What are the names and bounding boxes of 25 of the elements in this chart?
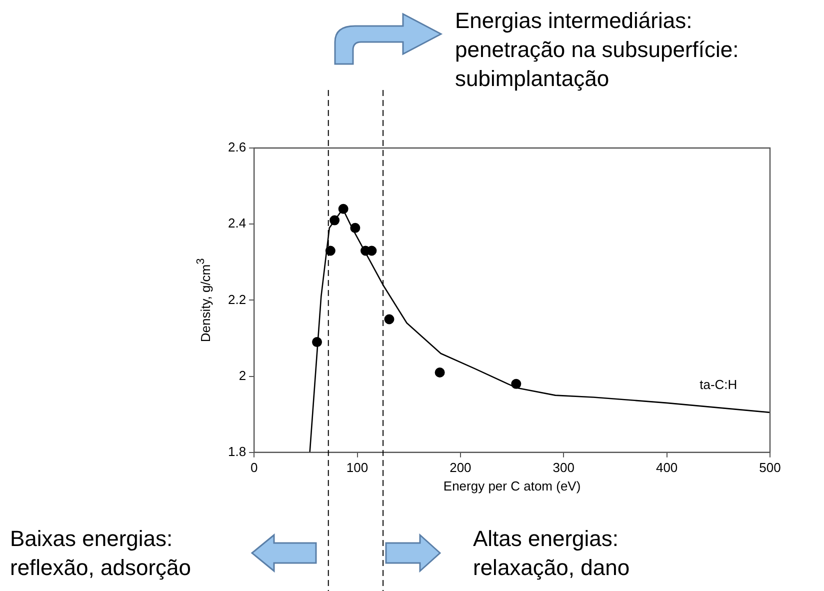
point	[312, 337, 322, 348]
x-tick-label: 100	[346, 460, 368, 475]
point	[350, 222, 360, 233]
x-tick-label: 500	[759, 460, 781, 475]
text: Altas energias: relaxação, dano	[473, 526, 630, 580]
y-tick-label: 2	[238, 368, 246, 383]
x-tick-label: 200	[450, 460, 472, 475]
x-axis-title: Energy per C atom (eV)	[443, 478, 581, 494]
text: Baixas energias: reflexão, adsorção	[10, 526, 191, 580]
x-tick-label: 300	[552, 460, 574, 475]
point	[511, 378, 522, 389]
y-tick-label: 2.4	[228, 216, 246, 231]
y-tick-label: 2.6	[228, 140, 246, 155]
point	[325, 246, 336, 256]
y-tick-label: 2.2	[228, 292, 246, 307]
series-label: ta-C:H	[700, 376, 738, 392]
x-tick-label: 0	[250, 460, 258, 475]
point	[434, 367, 445, 378]
point	[330, 215, 340, 226]
y-axis-title: Density, g/cm3	[195, 258, 214, 342]
point	[338, 204, 348, 214]
point	[384, 314, 394, 324]
x-tick-label: 400	[656, 460, 678, 475]
text: Energias intermediárias: penetração na subsuperfície: subimplantação	[455, 8, 739, 91]
y-tick-label: 1.8	[228, 444, 246, 459]
